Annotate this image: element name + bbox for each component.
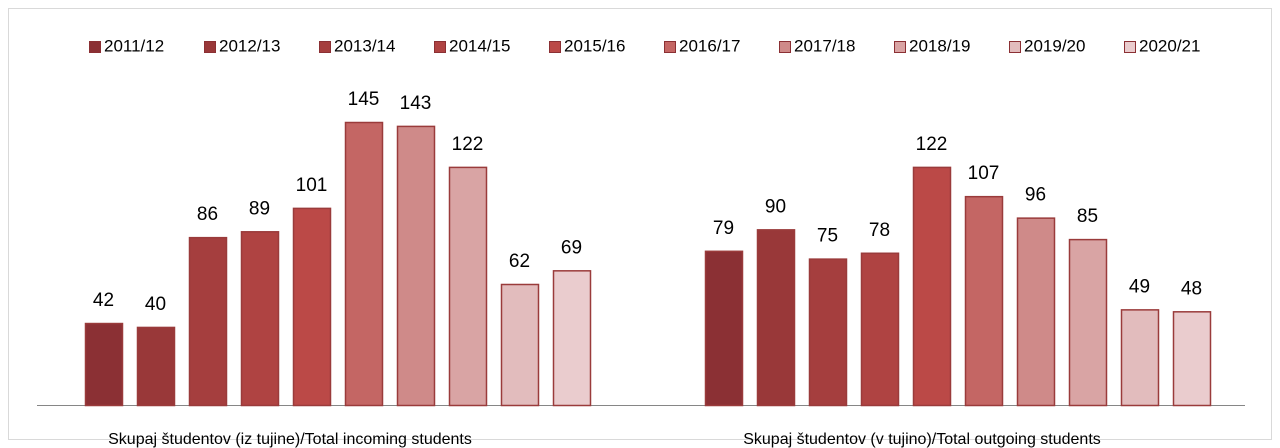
data-label: 122 [452, 134, 484, 155]
data-label: 107 [968, 163, 1000, 184]
data-label: 90 [765, 196, 786, 217]
legend-swatch [434, 41, 446, 53]
x-tick-label: Skupaj študentov (iz tujine)/Total incom… [108, 431, 472, 448]
legend-label: 2016/17 [679, 36, 740, 55]
data-label: 75 [817, 226, 838, 247]
data-label: 62 [509, 251, 530, 272]
legend-swatch [319, 41, 331, 53]
legend-swatch [1124, 41, 1136, 53]
bar [188, 236, 228, 407]
data-label: 145 [348, 89, 380, 110]
legend-label: 2013/14 [334, 36, 395, 55]
data-label: 49 [1129, 276, 1150, 297]
data-label: 69 [561, 237, 582, 258]
data-label: 40 [145, 294, 166, 315]
bar [448, 166, 488, 407]
legend-label: 2015/16 [564, 36, 625, 55]
data-label: 48 [1181, 278, 1202, 299]
bar [704, 250, 744, 407]
legend-swatch [549, 41, 561, 53]
data-label: 78 [869, 220, 890, 241]
legend-label: 2014/15 [449, 36, 510, 55]
bar [1172, 311, 1212, 407]
legend-swatch [664, 41, 676, 53]
bar [84, 322, 124, 407]
data-label: 143 [400, 93, 432, 114]
bar [1068, 238, 1108, 407]
bar [756, 229, 796, 407]
data-label: 89 [249, 198, 270, 219]
data-label: 42 [93, 290, 114, 311]
x-tick-label: Skupaj študentov (v tujino)/Total outgoi… [743, 431, 1101, 448]
bar [808, 258, 848, 407]
legend-label: 2020/21 [1139, 36, 1200, 55]
bar [860, 252, 900, 407]
bar [344, 121, 384, 407]
bar [136, 326, 176, 407]
legend-swatch [894, 41, 906, 53]
legend-label: 2011/12 [104, 36, 164, 55]
data-label: 79 [713, 218, 734, 239]
bar [240, 231, 280, 407]
legend-swatch [1009, 41, 1021, 53]
legend-label: 2019/20 [1024, 36, 1085, 55]
data-label: 101 [296, 175, 328, 196]
bar [1016, 217, 1056, 407]
legend-label: 2012/13 [219, 36, 280, 55]
bar [964, 195, 1004, 407]
bar [552, 270, 592, 407]
legend-swatch [89, 41, 101, 53]
bar [396, 125, 436, 407]
data-label: 122 [916, 134, 948, 155]
data-label: 86 [197, 204, 218, 225]
legend-label: 2018/19 [909, 36, 970, 55]
legend-swatch [204, 41, 216, 53]
bar [912, 166, 952, 407]
bar [500, 283, 540, 407]
data-label: 96 [1025, 185, 1046, 206]
bar [1120, 309, 1160, 407]
bar [292, 207, 332, 407]
legend-swatch [779, 41, 791, 53]
legend-label: 2017/18 [794, 36, 855, 55]
data-label: 85 [1077, 206, 1098, 227]
